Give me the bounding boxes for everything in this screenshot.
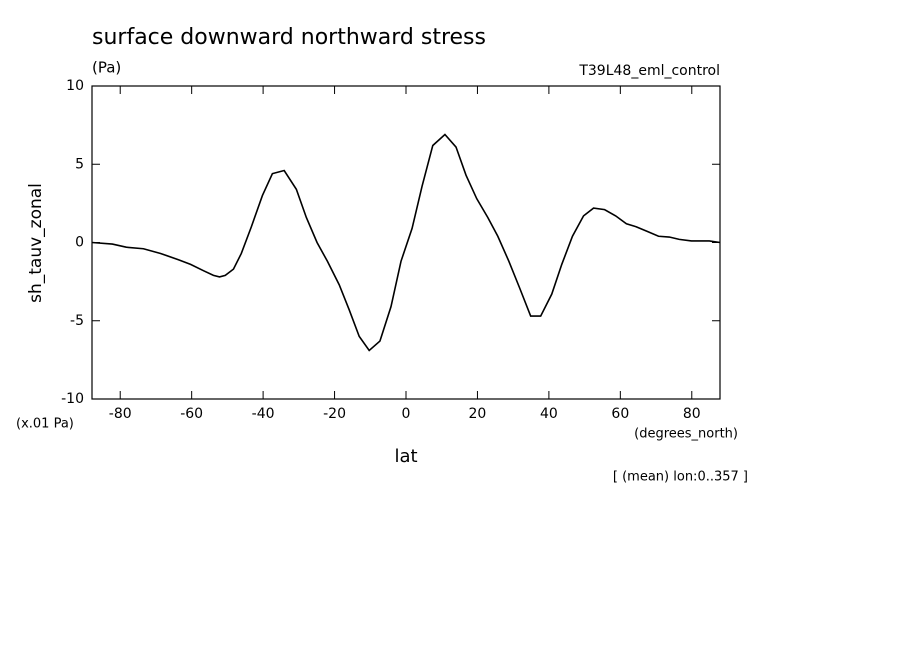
units: (Pa): [92, 59, 121, 77]
x-tick-label: 0: [402, 406, 411, 422]
y-tick-label: 5: [75, 156, 84, 172]
plot-frame: [91, 85, 721, 400]
x-tick-label: 40: [540, 406, 558, 422]
x-tick-label: -40: [252, 406, 275, 422]
y-tick-label: 10: [66, 78, 84, 94]
chart-title: surface downward northward stress: [92, 25, 486, 50]
x-tick-label: -80: [109, 406, 132, 422]
y-units: (x.01 Pa): [16, 417, 74, 432]
y-tick-label: -10: [61, 391, 84, 407]
x-tick-label: -60: [180, 406, 203, 422]
x-tick-label: -20: [323, 406, 346, 422]
y-axis-label: sh_tauv_zonal: [26, 183, 46, 303]
dataset-label: T39L48_eml_control: [578, 63, 720, 79]
y-tick-label: -5: [70, 313, 84, 329]
y-tick-label: 0: [75, 235, 84, 251]
x-units: (degrees_north): [634, 427, 738, 442]
note: [ (mean) lon:0..357 ]: [613, 470, 748, 485]
x-axis-label: lat: [394, 446, 417, 467]
x-tick-label: 80: [683, 406, 701, 422]
x-tick-label: 60: [611, 406, 629, 422]
x-tick-label: 20: [469, 406, 487, 422]
data-line: [91, 133, 721, 352]
